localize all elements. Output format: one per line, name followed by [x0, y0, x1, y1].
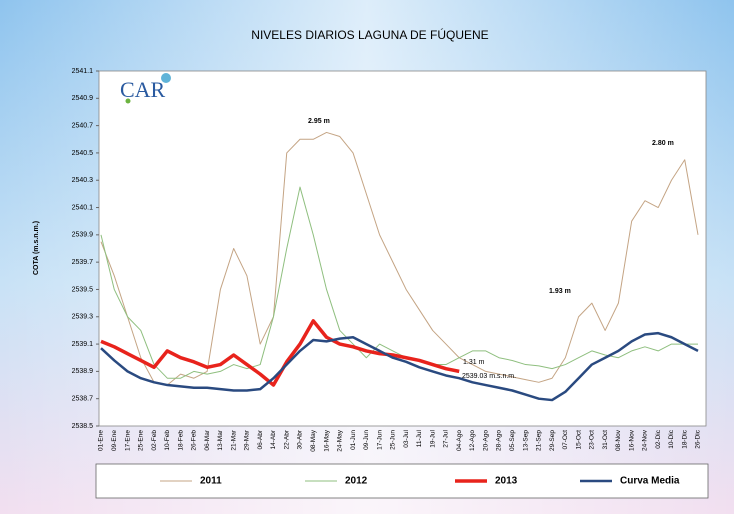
legend-label: 2011	[200, 476, 222, 487]
logo-drop	[161, 73, 171, 83]
x-tick-label: 20-Ago	[482, 430, 489, 451]
x-tick-label: 10-Feb	[164, 430, 171, 451]
x-tick-label: 29-Mar	[244, 429, 251, 450]
y-tick-label: 2538.9	[72, 368, 94, 375]
x-tick-label: 24-May	[337, 429, 344, 451]
x-tick-label: 04-Ago	[456, 430, 463, 451]
logo: CAR	[120, 77, 166, 102]
x-tick-label: 05-Sep	[509, 430, 516, 451]
x-tick-label: 24-Nov	[642, 429, 649, 451]
x-tick-label: 21-Sep	[536, 430, 543, 451]
x-tick-label: 22-Abr	[283, 429, 290, 449]
x-tick-label: 26-Dic	[695, 429, 702, 449]
y-tick-label: 2540.9	[72, 95, 94, 102]
y-tick-label: 2539.3	[72, 314, 94, 321]
x-tick-label: 21-Mar	[230, 429, 237, 450]
annotation: 2.95 m	[308, 118, 330, 125]
y-axis-label: COTA (m.s.n.m.)	[33, 221, 40, 275]
legend-label: 2013	[495, 476, 518, 487]
x-tick-label: 17-Jun	[376, 430, 383, 450]
y-tick-label: 2540.3	[72, 177, 94, 184]
x-tick-label: 11-Jul	[416, 429, 423, 447]
x-tick-label: 14-Abr	[270, 429, 277, 449]
x-tick-label: 26-Feb	[191, 430, 198, 451]
y-tick-label: 2540.1	[72, 204, 94, 211]
x-tick-label: 17-Ene	[124, 430, 131, 451]
x-tick-label: 29-Sep	[549, 430, 556, 451]
logo-dot	[125, 98, 131, 104]
x-tick-label: 18-Dic	[681, 429, 688, 449]
x-tick-label: 27-Jul	[443, 429, 450, 447]
y-tick-label: 2540.7	[72, 122, 94, 129]
x-tick-label: 25-Ene	[138, 430, 145, 451]
x-tick-label: 09-Jun	[363, 430, 370, 450]
y-tick-label: 2539.5	[72, 286, 94, 293]
x-tick-label: 19-Jul	[429, 429, 436, 447]
series-line	[100, 131, 699, 386]
x-tick-label: 28-Ago	[496, 430, 503, 451]
series-line	[100, 319, 460, 387]
x-tick-label: 02-Dic	[655, 429, 662, 449]
x-tick-label: 18-Feb	[177, 430, 184, 451]
annotation: 1.31 m	[463, 359, 485, 366]
plot-area	[98, 70, 707, 427]
x-tick-label: 31-Oct	[602, 430, 609, 450]
x-tick-label: 25-Jun	[390, 430, 397, 450]
x-tick-label: 06-Mar	[204, 429, 211, 450]
x-tick-label: 01-Ene	[98, 430, 105, 451]
y-tick-label: 2540.5	[72, 150, 94, 157]
y-tick-label: 2539.9	[72, 232, 94, 239]
x-tick-label: 23-Oct	[589, 430, 596, 450]
x-tick-label: 03-Jul	[403, 429, 410, 447]
legend-label: Curva Media	[620, 476, 680, 487]
x-tick-label: 08-Nov	[615, 429, 622, 451]
legend-label: 2012	[345, 476, 368, 487]
annotation: 2539.03 m.s.n.m.	[462, 373, 516, 380]
x-tick-label: 12-Ago	[469, 430, 476, 451]
x-tick-label: 09-Ene	[111, 430, 118, 451]
y-tick-label: 2538.5	[72, 423, 94, 430]
series-line	[100, 186, 698, 379]
annotation: 2.80 m	[652, 140, 674, 147]
x-tick-label: 13-Mar	[217, 429, 224, 450]
series-line	[100, 331, 699, 402]
x-tick-label: 02-Feb	[151, 430, 158, 451]
y-tick-label: 2539.1	[72, 341, 94, 348]
y-tick-label: 2541.1	[72, 68, 94, 75]
annotation: 1.93 m	[549, 288, 571, 295]
y-tick-label: 2539.7	[72, 259, 94, 266]
x-tick-label: 10-Dic	[668, 429, 675, 449]
x-tick-label: 30-Abr	[297, 429, 304, 449]
chart-title: NIVELES DIARIOS LAGUNA DE FÚQUENE	[251, 27, 488, 42]
x-tick-label: 16-May	[323, 429, 330, 451]
x-tick-label: 13-Sep	[522, 430, 529, 451]
x-tick-label: 01-Jun	[350, 430, 357, 450]
y-tick-label: 2538.7	[72, 396, 94, 403]
x-tick-label: 15-Oct	[575, 430, 582, 450]
x-tick-label: 16-Nov	[628, 429, 635, 451]
x-tick-label: 08-May	[310, 429, 317, 451]
x-tick-label: 07-Oct	[562, 430, 569, 450]
x-tick-label: 06-Abr	[257, 429, 264, 449]
